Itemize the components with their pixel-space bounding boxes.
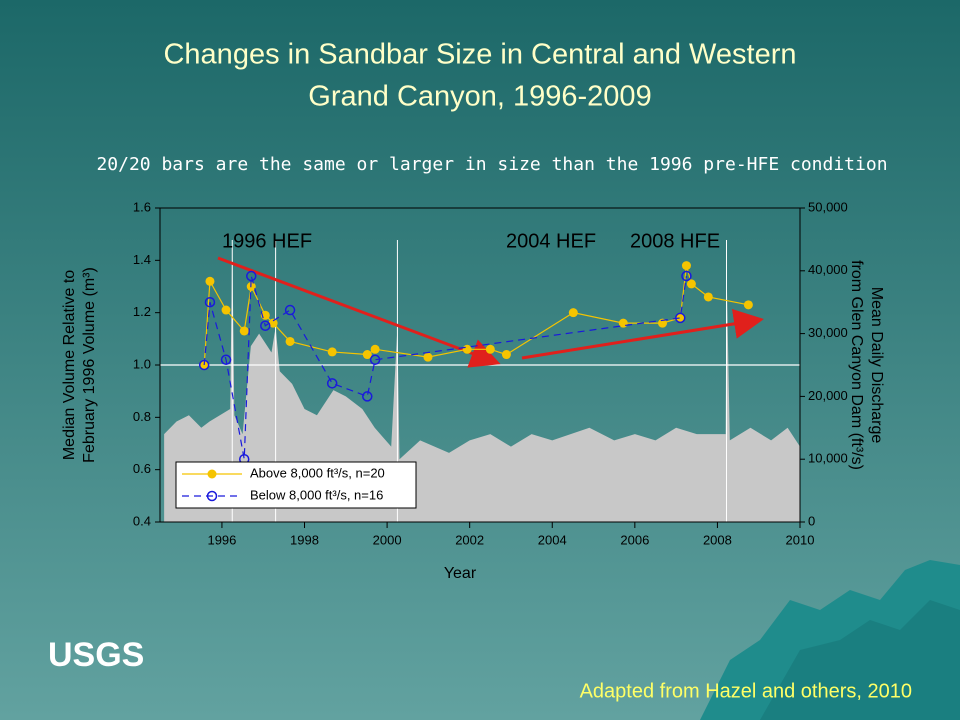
series-point <box>501 350 511 360</box>
y2-tick-label: 40,000 <box>808 262 848 277</box>
series-point <box>675 313 685 323</box>
series-point <box>246 270 257 282</box>
series-point <box>205 276 215 286</box>
x-tick-label: 1998 <box>290 532 319 547</box>
series-point <box>681 261 691 271</box>
series-point <box>260 320 271 331</box>
x-tick-label: 2000 <box>373 532 402 547</box>
legend-marker <box>207 469 217 479</box>
series-point <box>423 352 433 362</box>
legend-marker <box>206 490 218 502</box>
x-tick-label: 2002 <box>455 532 484 547</box>
y-tick-label: 1.0 <box>133 356 151 371</box>
series-point <box>268 318 278 328</box>
series-point <box>370 344 380 354</box>
series-point <box>462 344 472 354</box>
y-tick-label: 1.4 <box>133 252 151 267</box>
title: Grand Canyon, 1996-2009 <box>308 81 651 113</box>
series-line <box>203 275 688 460</box>
y2-tick-label: 0 <box>808 513 815 528</box>
y-tick-label: 0.6 <box>133 461 151 476</box>
plot: 0.4 0.6 0.8 1.0 1.2 1.4 1.6 0 10,000 20,000 30,000… <box>133 199 848 547</box>
series-point <box>198 359 210 371</box>
y-tick-label: 0.4 <box>133 513 151 528</box>
subtitle: 20/20 bars are the same or larger in siz… <box>96 154 887 175</box>
series-point <box>743 300 753 310</box>
series-point <box>239 326 249 336</box>
y2-tick-label: 10,000 <box>808 451 848 466</box>
x-tick-label: 2008 <box>703 532 732 547</box>
series-point <box>221 305 231 315</box>
y2-tick-label: 30,000 <box>808 325 848 340</box>
series-point <box>327 347 337 357</box>
x-tick-label: 1996 <box>207 532 236 547</box>
x-axis-label: Year <box>444 565 477 582</box>
series-point <box>220 354 232 366</box>
y-axis-label: February 1996 Volume (m³) <box>81 267 98 463</box>
trend-arrow <box>217 256 501 368</box>
series-point <box>362 350 372 360</box>
series-point <box>675 312 686 324</box>
series-point <box>568 308 578 318</box>
discharge-area <box>164 239 800 522</box>
annotation: 1996 HEF <box>222 230 312 252</box>
y-tick-label: 1.2 <box>133 304 151 319</box>
series-point <box>681 270 692 282</box>
x-tick-label: 2010 <box>786 532 815 547</box>
series-point <box>369 354 381 366</box>
y2-tick-label: 50,000 <box>808 199 848 214</box>
x-tick-label: 2006 <box>620 532 649 547</box>
annotation: 2008 HFE <box>630 230 720 252</box>
y-tick-label: 1.6 <box>133 199 151 214</box>
y-tick-label: 0.8 <box>133 409 151 424</box>
y2-tick-label: 20,000 <box>808 388 848 403</box>
y2-axis-label: Mean Daily Discharge <box>868 287 885 444</box>
y-axis-label: Median Volume Relative to <box>61 270 78 460</box>
mountains <box>760 600 960 720</box>
x-tick-label: 2004 <box>538 532 567 547</box>
series-point <box>204 296 216 308</box>
series-point <box>703 292 713 302</box>
series-point <box>658 318 668 328</box>
series-point <box>362 391 373 402</box>
trend-arrow <box>521 309 764 360</box>
series-point <box>485 344 495 354</box>
series-point <box>326 378 338 389</box>
legend-box <box>175 461 417 509</box>
logo: USGS <box>48 636 144 674</box>
y2-axis-label: from Glen Canyon Dam (ft³/s) <box>848 260 865 470</box>
title: Changes in Sandbar Size in Central and W… <box>163 39 796 71</box>
legend-label: Above 8,000 ft³/s, n=20 <box>250 465 385 480</box>
series-point <box>284 304 296 316</box>
annotation: 2004 HEF <box>506 230 596 252</box>
series-point <box>285 336 295 346</box>
credit: Adapted from Hazel and others, 2010 <box>580 680 912 702</box>
series-point <box>686 279 696 289</box>
legend-label: Below 8,000 ft³/s, n=16 <box>250 487 383 502</box>
